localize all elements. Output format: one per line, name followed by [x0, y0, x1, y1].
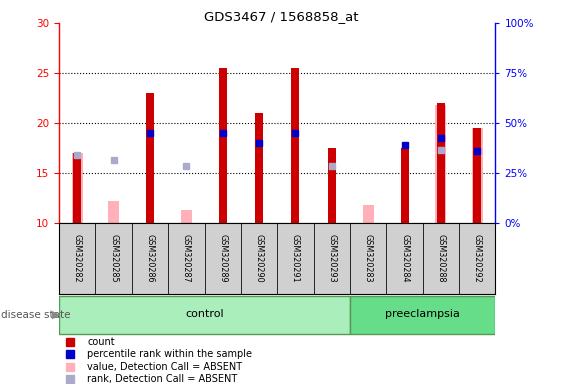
Bar [132, 223, 168, 294]
Bar [472, 128, 482, 223]
Text: GSM320291: GSM320291 [291, 234, 300, 283]
FancyBboxPatch shape [59, 296, 350, 334]
Text: ▶: ▶ [52, 310, 60, 320]
Text: rank, Detection Call = ABSENT: rank, Detection Call = ABSENT [87, 374, 238, 384]
Bar [386, 223, 423, 294]
Text: value, Detection Call = ABSENT: value, Detection Call = ABSENT [87, 362, 243, 372]
Text: GSM320282: GSM320282 [73, 234, 82, 283]
Bar [314, 223, 350, 294]
Bar [473, 128, 481, 223]
Bar [435, 105, 446, 223]
Text: GSM320290: GSM320290 [254, 234, 263, 283]
Bar [72, 153, 83, 223]
Text: GSM320287: GSM320287 [182, 234, 191, 283]
FancyBboxPatch shape [350, 296, 495, 334]
Bar [146, 93, 154, 223]
Bar [278, 223, 314, 294]
Text: percentile rank within the sample: percentile rank within the sample [87, 349, 252, 359]
Bar [350, 223, 386, 294]
Bar [241, 223, 277, 294]
Bar [219, 68, 227, 223]
Bar [400, 148, 409, 223]
Text: GSM320285: GSM320285 [109, 234, 118, 283]
Bar [108, 201, 119, 223]
Text: preeclampsia: preeclampsia [385, 309, 460, 319]
Text: GSM320292: GSM320292 [473, 234, 482, 283]
Text: GDS3467 / 1568858_at: GDS3467 / 1568858_at [204, 10, 359, 23]
Text: GSM320284: GSM320284 [400, 234, 409, 283]
Text: disease state: disease state [1, 310, 70, 320]
Bar [204, 223, 241, 294]
Bar [423, 223, 459, 294]
Bar [255, 113, 263, 223]
Bar [181, 210, 192, 223]
Bar [328, 148, 336, 223]
Text: GSM320293: GSM320293 [327, 234, 336, 283]
Bar [437, 103, 445, 223]
Bar [459, 223, 495, 294]
Bar [168, 223, 204, 294]
Text: count: count [87, 337, 115, 347]
Text: GSM320289: GSM320289 [218, 234, 227, 283]
Bar [292, 68, 300, 223]
Bar [73, 153, 81, 223]
Bar [59, 223, 96, 294]
Bar [363, 205, 374, 223]
Text: GSM320283: GSM320283 [364, 234, 373, 283]
Text: GSM320286: GSM320286 [145, 234, 154, 283]
Text: GSM320288: GSM320288 [436, 234, 445, 283]
Text: control: control [185, 309, 224, 319]
Bar [96, 223, 132, 294]
